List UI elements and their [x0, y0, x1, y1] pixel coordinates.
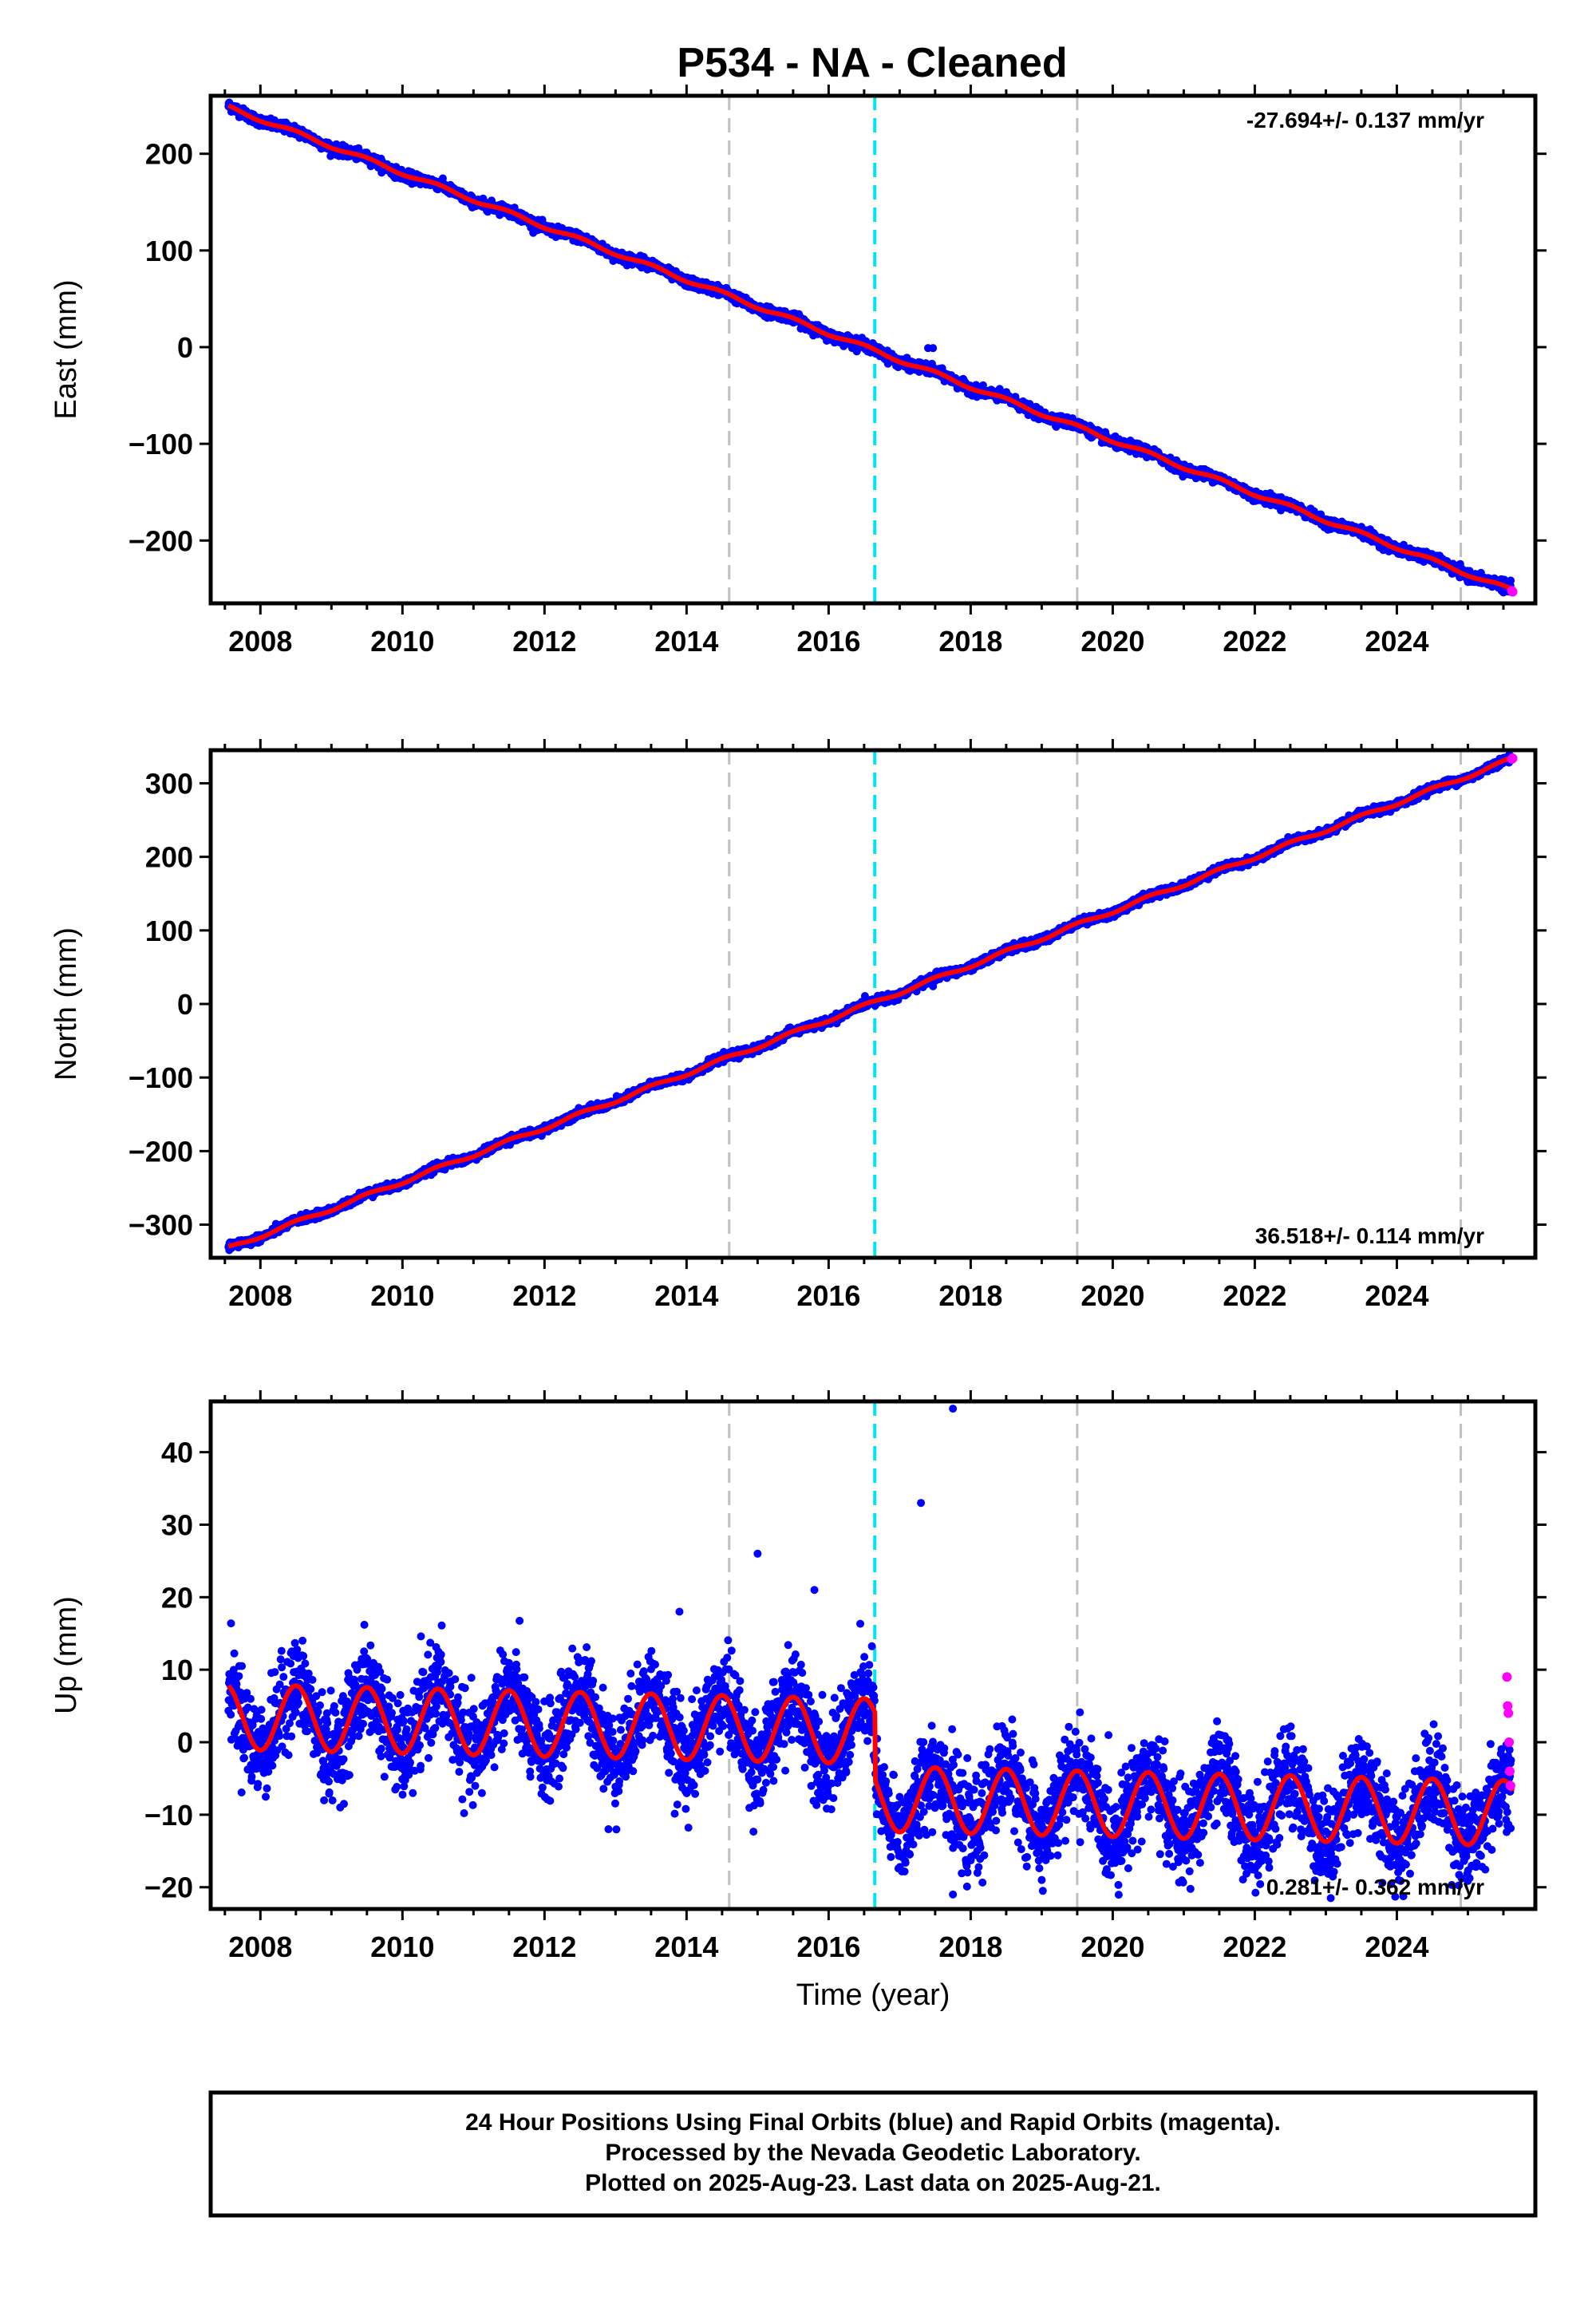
plot-frame — [208, 93, 1538, 606]
y-tick-label: −200 — [128, 524, 193, 557]
x-tick-label: 2016 — [796, 625, 860, 658]
panel-east: 2008 2010 2012 2014 2016 2018 2020 2022 2024 −200… — [49, 85, 1547, 658]
x-tick-label: 2024 — [1365, 625, 1428, 658]
data-point — [1507, 576, 1515, 585]
x-tick-label: 2010 — [370, 625, 434, 658]
x-tick-label: 2018 — [938, 625, 1002, 658]
model-fit-line — [227, 103, 1514, 592]
y-tick-label: −100 — [128, 428, 193, 460]
x-tick-label: 2012 — [512, 625, 576, 658]
x-tick-label: 2008 — [228, 625, 292, 658]
x-tick-label: 2014 — [654, 625, 718, 658]
velocity-label: -27.694+/- 0.137 mm/yr — [1246, 108, 1484, 132]
y-axis-label: East (mm) — [49, 279, 83, 419]
y-tick-label: 100 — [145, 235, 193, 267]
y-tick-label: 200 — [145, 138, 193, 171]
rapid-orbit-point — [1507, 587, 1518, 597]
panels: 2008 2010 2012 2014 2016 2018 2020 2022 2024 −200… — [49, 85, 1547, 2012]
figure-title: P534 - NA - Cleaned — [677, 40, 1067, 86]
outlier-point — [929, 344, 938, 353]
x-tick-label: 2020 — [1080, 625, 1144, 658]
x-tick-label: 2022 — [1223, 625, 1286, 658]
y-tick-label: 0 — [177, 331, 193, 364]
panel-north: 2008 2010 2012 2014 2016 2018 2020 2022 2024−300… — [49, 739, 1547, 1312]
